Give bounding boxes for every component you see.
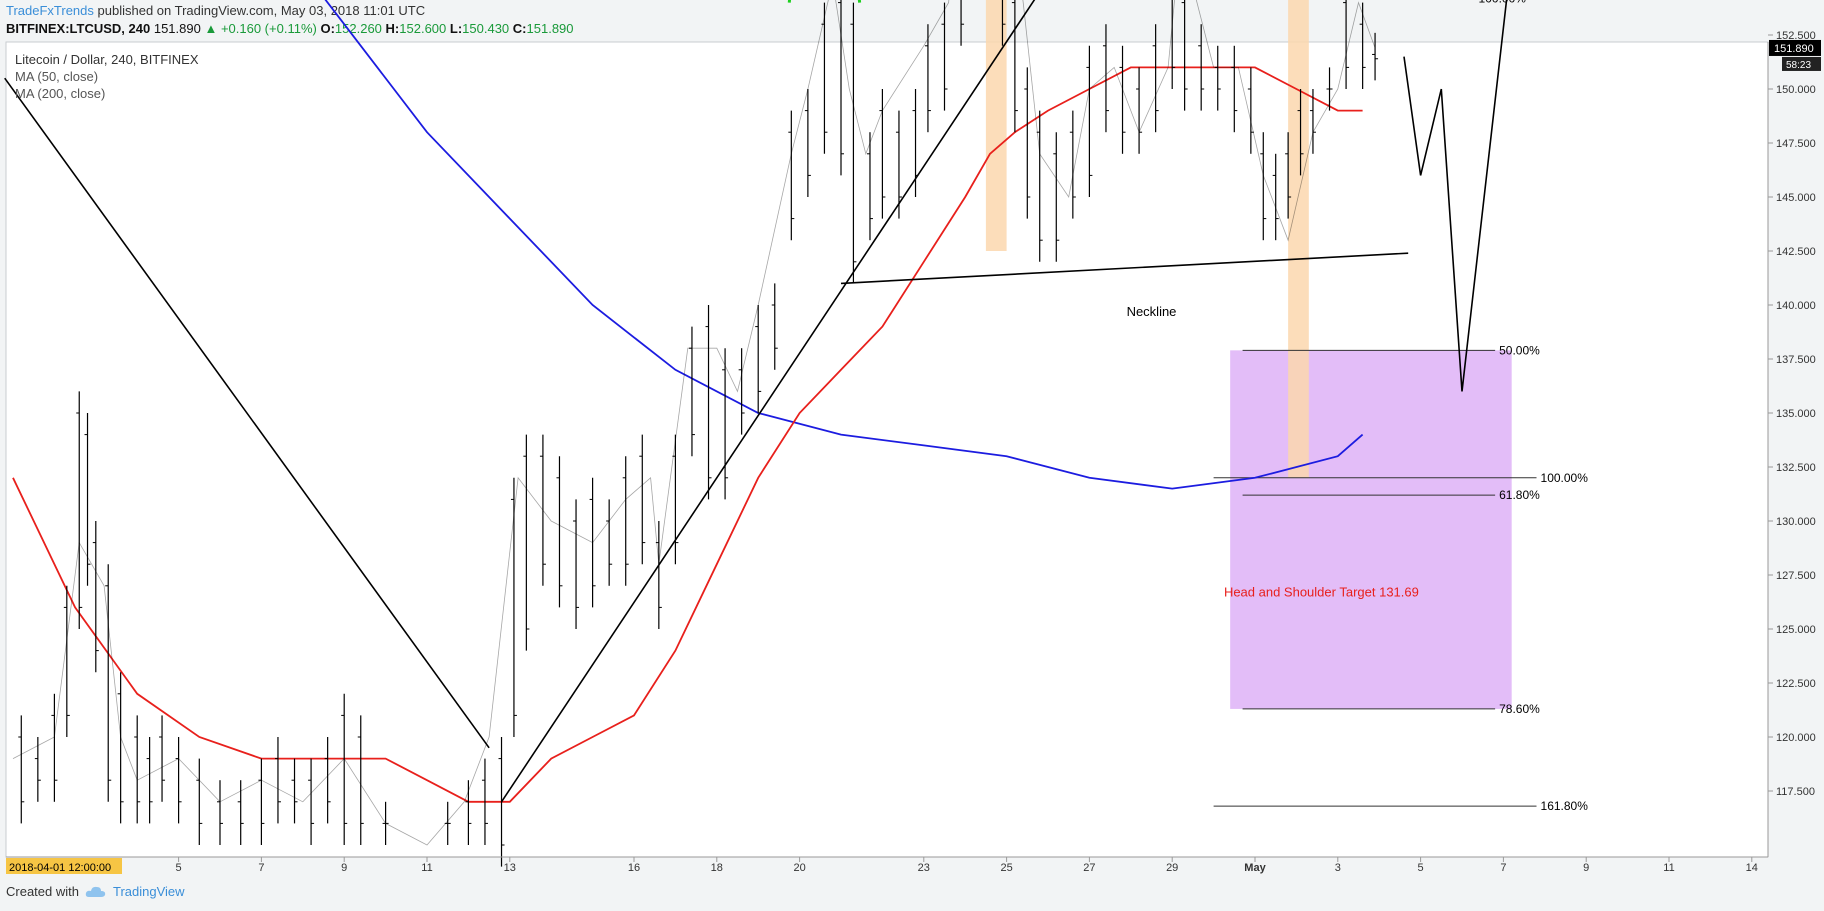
y-tick-label: 132.500: [1776, 462, 1816, 474]
y-tick-label: 147.500: [1776, 138, 1816, 150]
axes: 177.500175.000172.500170.000167.500165.0…: [6, 30, 1821, 874]
x-tick-label: 9: [1583, 862, 1589, 874]
fib-label: 100.00%: [1479, 0, 1527, 5]
fib-label: 50.00%: [1499, 343, 1540, 357]
x-tick-label: 11: [1663, 862, 1674, 874]
low-label: L:: [449, 21, 463, 36]
x-tick-label: 7: [258, 862, 264, 874]
target-zone: [1230, 350, 1512, 709]
close-value: 151.890: [526, 21, 574, 36]
ohlc-line: BITFINEX:LTCUSD, 240 151.890 ▲ +0.160 (+…: [6, 21, 574, 36]
last-value: 151.890: [153, 21, 201, 36]
change-value: ▲ +0.160 (+0.11%): [204, 21, 317, 36]
moving-averages: [12, 0, 1364, 803]
y-tick-label: 130.000: [1776, 516, 1816, 528]
tradingview-link[interactable]: TradingView: [112, 884, 185, 899]
projection-path: [1403, 0, 1508, 392]
open-label: O:: [320, 21, 335, 36]
drawings: [4, 0, 1508, 803]
x-tick-label: 18: [711, 862, 723, 874]
publish-line: TradeFxTrends published on TradingView.c…: [6, 3, 425, 18]
x-tick-highlight: [6, 858, 122, 874]
last-price-badge: [1769, 39, 1821, 56]
zones: [985, 0, 1537, 807]
y-tick-label: 152.500: [1776, 30, 1816, 42]
x-tick-label: May: [1244, 862, 1266, 874]
fib-label: 61.80%: [1499, 488, 1540, 502]
y-tick-label: 117.500: [1776, 786, 1815, 798]
publisher-link[interactable]: TradeFxTrends: [6, 3, 94, 18]
countdown-text: 58:23: [1786, 60, 1811, 71]
x-tick-label: 27: [1083, 862, 1095, 874]
x-tick-label: 23: [918, 862, 930, 874]
x-tick-label: 14: [1746, 862, 1758, 874]
ma200-line: [324, 0, 1364, 490]
last-price-text: 151.890: [1774, 43, 1814, 55]
fib-label: 78.60%: [1499, 702, 1540, 716]
published-text: published on TradingView.com, May 03, 20…: [97, 3, 426, 18]
y-tick-label: 145.000: [1776, 192, 1816, 204]
x-tick-label: 13: [504, 862, 516, 874]
downtrend-line: [4, 77, 490, 749]
x-tick-label: 3: [1335, 862, 1341, 874]
open-value: 152.260: [334, 21, 382, 36]
y-tick-label: 127.500: [1776, 570, 1816, 582]
head-highlight: [985, 0, 1007, 251]
y-tick-label: 150.000: [1776, 84, 1816, 96]
left-shoulder-arc: [787, 0, 862, 3]
x-tick-label: 5: [176, 862, 182, 874]
fib-label: 100.00%: [1541, 471, 1589, 485]
x-tick-label: 16: [628, 862, 640, 874]
created-with-text: Created with: [6, 884, 79, 899]
y-tick-label: 137.500: [1776, 354, 1816, 366]
breakdown-highlight: [1288, 0, 1309, 478]
price-bars: [12, 0, 1379, 867]
x-tick-label: 25: [1000, 862, 1012, 874]
legend-ma50: MA (50, close): [15, 69, 98, 84]
legend-title: Litecoin / Dollar, 240, BITFINEX: [15, 52, 199, 67]
footer: Created with TradingView: [6, 884, 185, 899]
x-tick-label: 29: [1166, 862, 1178, 874]
y-tick-label: 135.000: [1776, 408, 1816, 420]
low-value: 150.430: [462, 21, 510, 36]
y-tick-label: 122.500: [1776, 678, 1816, 690]
high-value: 152.600: [399, 21, 447, 36]
y-tick-label: 125.000: [1776, 624, 1816, 636]
price-path: [12, 0, 1376, 846]
y-tick-label: 142.500: [1776, 246, 1816, 258]
symbol-label: BITFINEX:LTCUSD, 240: [6, 21, 151, 36]
uptrend-line: [500, 0, 1036, 803]
fib-label: 161.80%: [1541, 799, 1589, 813]
annotation-labels: 127.60%100.00%50.00%100.00%61.80%78.60%1…: [1127, 0, 1589, 813]
tradingview-cloud-icon: [85, 886, 106, 897]
high-label: H:: [385, 21, 400, 36]
x-tick-label: 20: [793, 862, 805, 874]
y-tick-label: 140.000: [1776, 300, 1816, 312]
close-label: C:: [512, 21, 527, 36]
x-tick-label: 11: [421, 862, 432, 874]
ma50-line: [12, 66, 1363, 803]
neckline: [840, 252, 1409, 285]
x-tick-label: 7: [1500, 862, 1506, 874]
countdown-badge: [1782, 56, 1821, 71]
x-tick-label: 9: [341, 862, 347, 874]
legend-ma200: MA (200, close): [15, 86, 105, 101]
x-tick-label: 2018-04-01 12:00:00: [9, 862, 111, 874]
y-tick-label: 120.000: [1776, 732, 1816, 744]
x-tick-label: 5: [1418, 862, 1424, 874]
neckline-label: Neckline: [1127, 304, 1177, 319]
target-label: Head and Shoulder Target 131.69: [1224, 585, 1419, 600]
